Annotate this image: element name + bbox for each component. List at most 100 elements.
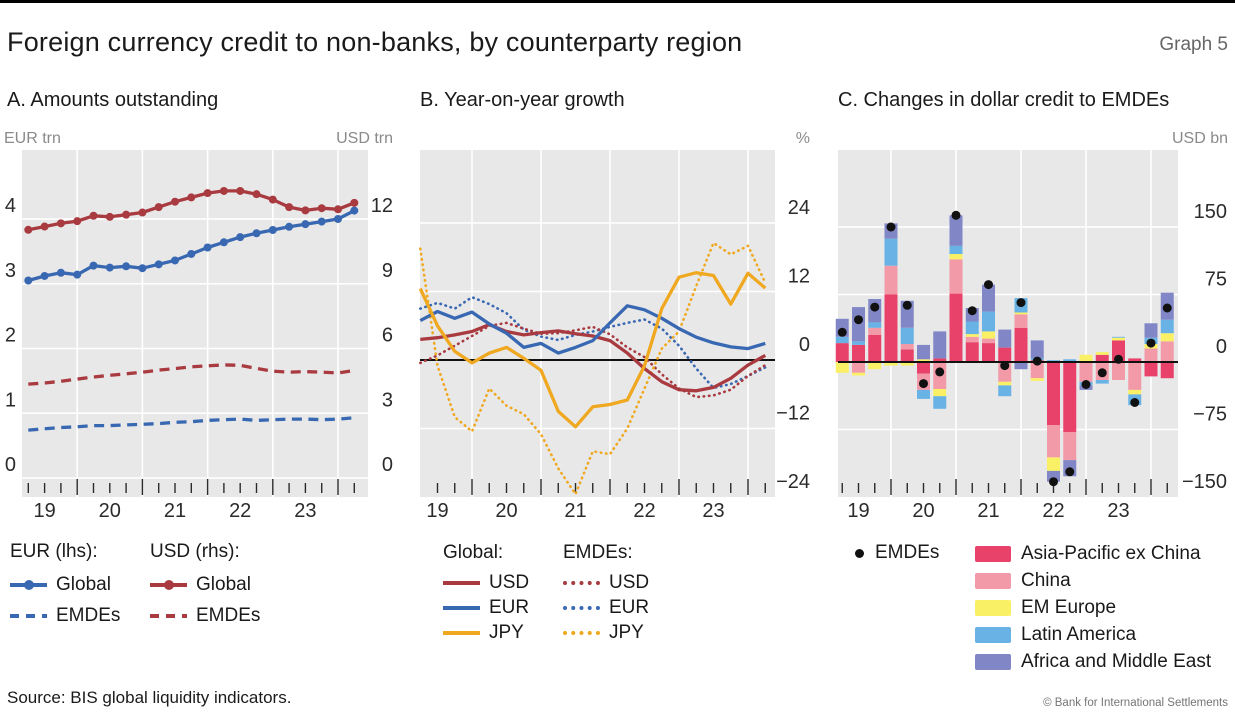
bar-segment — [1095, 380, 1109, 384]
svg-text:22: 22 — [229, 500, 251, 522]
solid-line-marker-swatch-blue-icon — [10, 579, 47, 590]
svg-text:21: 21 — [977, 500, 999, 522]
emde-dot — [886, 222, 896, 232]
svg-text:23: 23 — [1107, 500, 1129, 522]
svg-text:12: 12 — [371, 195, 393, 217]
copyright-note: © Bank for International Settlements — [1043, 697, 1228, 709]
bar-segment — [1014, 314, 1028, 328]
bar-segment — [1014, 327, 1028, 362]
bar-segment — [949, 259, 963, 294]
bar-segment — [933, 331, 947, 359]
series-emdes-usd — [418, 321, 767, 399]
series-global-jpy — [418, 271, 767, 429]
bar-segment — [1128, 362, 1142, 390]
unit-label-percent: % — [795, 130, 810, 147]
emde-dot — [1016, 298, 1026, 308]
svg-text:1: 1 — [5, 389, 16, 411]
bar-segment — [900, 349, 914, 362]
bar-segment — [1160, 333, 1174, 342]
solid-line-swatch-yellow-icon — [443, 630, 480, 635]
svg-text:19: 19 — [847, 500, 869, 522]
bar-segment — [949, 293, 963, 362]
bar-segment — [852, 372, 865, 376]
legend-label: EMDEs — [875, 542, 940, 563]
bar-segment — [852, 344, 865, 362]
dashed-line-swatch-blue-icon — [10, 613, 47, 618]
dotted-line-swatch-red-icon — [563, 580, 600, 585]
bar-segment — [852, 362, 865, 373]
svg-text:0: 0 — [799, 334, 810, 356]
legend-item-china: China — [975, 567, 1211, 594]
bar-segment — [949, 254, 963, 260]
bar-segment — [965, 334, 979, 337]
bar-segment — [1047, 470, 1060, 482]
color-swatch-china-icon — [975, 572, 1011, 589]
legend-label: USD — [489, 571, 530, 593]
panel-c-legend-emdes-dot: EMDEs — [855, 542, 940, 563]
bar-segment — [1095, 354, 1109, 362]
svg-text:3: 3 — [5, 260, 16, 282]
bar-segment — [933, 396, 947, 409]
bar-segment — [982, 284, 995, 312]
series-emdes-eur — [418, 295, 767, 390]
emdes-dot-icon — [855, 548, 864, 558]
unit-label-usd-trn: USD trn — [336, 130, 393, 147]
solid-line-marker-swatch-red-icon — [150, 579, 187, 590]
legend-item-africa-middle-east: Africa and Middle East — [975, 648, 1211, 675]
svg-text:0: 0 — [1216, 336, 1227, 358]
dotted-line-swatch-blue-icon — [563, 605, 600, 610]
bar-segment — [982, 311, 995, 332]
bar-segment — [884, 362, 898, 366]
svg-text:22: 22 — [1042, 500, 1064, 522]
legend-item-emdes-usd: USD — [563, 570, 649, 595]
bar-segment — [982, 338, 995, 344]
svg-text:4: 4 — [5, 195, 16, 217]
legend-item-global-usd: USD — [443, 570, 529, 595]
color-swatch-africa-middle-east-icon — [975, 653, 1011, 670]
panel-b-title: B. Year-on-year growth — [420, 89, 625, 111]
bar-segment — [933, 389, 947, 397]
emde-dot — [1114, 354, 1123, 364]
bar-segment — [1079, 362, 1093, 382]
legend-label: Global — [196, 573, 251, 595]
color-swatch-asia-pacific-icon — [975, 545, 1011, 562]
solid-line-swatch-blue-icon — [443, 605, 480, 610]
bar-segment — [868, 327, 882, 335]
svg-text:20: 20 — [99, 500, 121, 522]
emde-dot — [870, 302, 880, 312]
emde-dot — [951, 210, 961, 220]
bar-segment — [868, 362, 882, 370]
bar-segment — [1160, 319, 1174, 334]
emde-dot — [1081, 380, 1091, 389]
legend-label: Africa and Middle East — [1021, 650, 1212, 672]
emde-dot — [837, 327, 847, 337]
bar-segment — [868, 322, 882, 328]
bar-segment — [965, 336, 979, 343]
legend-item-eur-global: Global — [10, 569, 120, 600]
panel-a-title: A. Amounts outstanding — [7, 89, 219, 111]
bar-segment — [884, 238, 898, 266]
bar-segment — [1144, 348, 1158, 362]
emde-dot — [984, 280, 993, 290]
bar-segment — [1063, 359, 1077, 362]
legend-label: Latin America — [1021, 623, 1137, 645]
svg-text:19: 19 — [33, 500, 55, 522]
svg-text:24: 24 — [788, 197, 810, 219]
bar-segment — [1030, 362, 1044, 379]
source-note: Source: BIS global liquidity indicators. — [7, 688, 292, 707]
emde-dot — [1097, 368, 1107, 378]
bar-segment — [982, 331, 995, 339]
panel-a-legend-col-usd: USD (rhs): Global EMDEs — [150, 541, 260, 631]
emde-dot — [1049, 477, 1058, 487]
panel-b-plot: 24 12 0 −12 −24 19 20 21 22 23 — [418, 150, 810, 522]
bar-segment — [1128, 389, 1142, 395]
bar-segment — [900, 362, 914, 366]
bar-segment — [884, 265, 898, 295]
bar-segment — [1112, 337, 1125, 341]
bar-segment — [917, 344, 930, 360]
bar-segment — [1030, 340, 1044, 359]
bar-segment — [1014, 312, 1028, 315]
bar-segment — [1014, 362, 1028, 370]
svg-text:20: 20 — [495, 500, 517, 522]
